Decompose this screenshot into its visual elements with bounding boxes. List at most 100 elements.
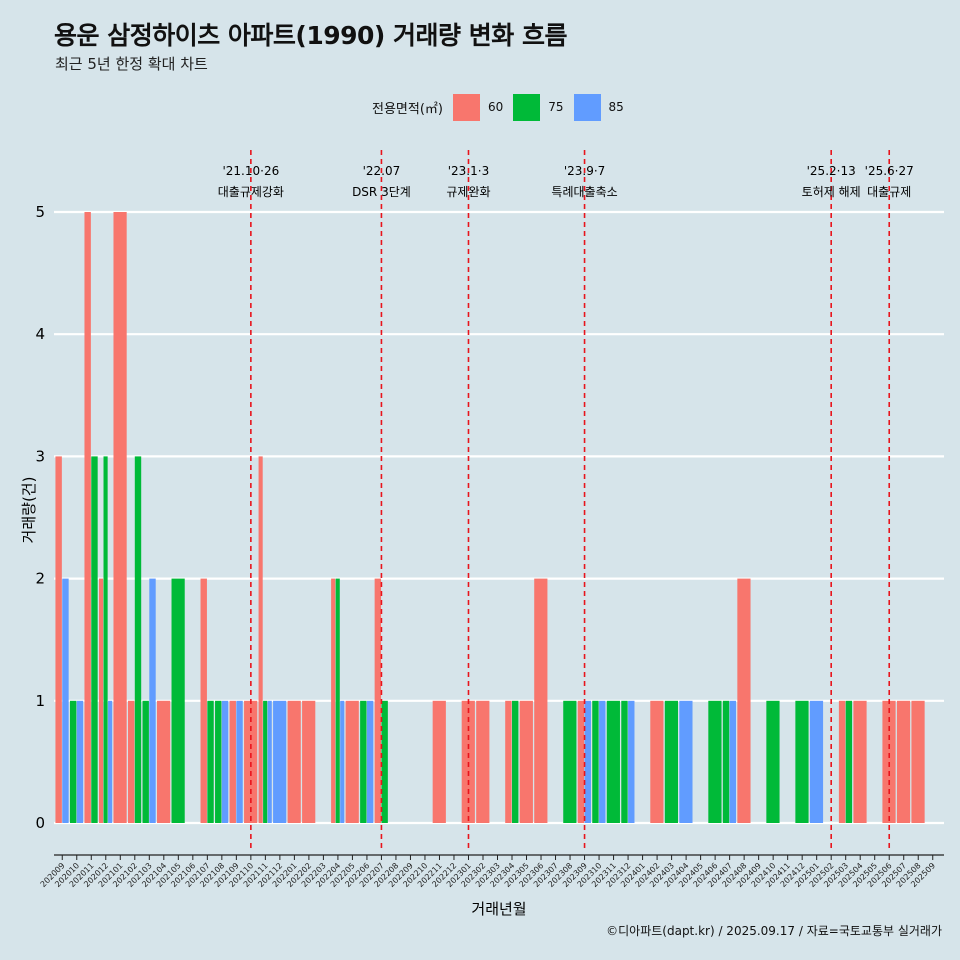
bar-60-202111 — [258, 456, 263, 823]
x-axis-title: 거래년월 — [471, 900, 526, 918]
y-tick-label-4: 4 — [35, 325, 45, 343]
legend-swatch-75 — [513, 93, 541, 121]
bar-75-202107 — [207, 700, 214, 823]
bar-60-202305 — [519, 700, 533, 823]
bar-60-202507 — [896, 700, 911, 823]
bar-60-202207 — [374, 578, 382, 823]
event-label-202309: 특례대출축소 — [551, 185, 617, 199]
bar-60-202304 — [505, 700, 512, 823]
chart-subtitle: 최근 5년 한정 확대 차트 — [55, 55, 208, 73]
legend-label-60: 60 — [487, 100, 504, 114]
legend-swatch-60 — [452, 93, 480, 121]
bar-85-202010 — [76, 700, 84, 823]
bar-60-202204 — [331, 578, 336, 823]
bar-75-202412 — [795, 700, 809, 823]
bar-85-202111 — [267, 700, 272, 823]
bar-75-202206 — [360, 700, 367, 823]
bar-75-202308 — [563, 700, 577, 823]
bar-60-202104 — [157, 700, 171, 823]
event-label-202110: 대출규제강화 — [218, 185, 284, 199]
bar-60-202202 — [302, 700, 316, 823]
event-date-202207: '22.07 — [363, 164, 401, 178]
y-tick-label-5: 5 — [35, 203, 45, 221]
bar-75-202111 — [263, 700, 268, 823]
bar-85-202407 — [729, 700, 737, 823]
bar-60-202503 — [838, 700, 846, 823]
bar-60-202504 — [853, 700, 867, 823]
bar-60-202309 — [577, 700, 585, 823]
bar-85-202310 — [599, 700, 606, 823]
bar-85-202108 — [221, 700, 229, 823]
bar-60-202211 — [432, 700, 446, 823]
bar-60-202302 — [476, 700, 490, 823]
bar-85-202112 — [273, 700, 287, 823]
event-label-202301: 규제완화 — [446, 185, 490, 199]
bar-75-202204 — [335, 578, 340, 823]
event-label-202502: 토허제 해제 — [802, 185, 861, 199]
bar-60-202107 — [200, 578, 207, 823]
bar-75-202311 — [606, 700, 620, 823]
bar-60-202012 — [98, 578, 104, 823]
y-tick-label-1: 1 — [35, 692, 45, 710]
legend-label-75: 75 — [548, 100, 564, 114]
bar-75-202103 — [142, 700, 149, 823]
legend: 전용면적(㎡) 60 75 85 — [372, 92, 634, 122]
y-axis-title: 거래량(건) — [20, 477, 38, 544]
bar-75-202312 — [621, 700, 628, 823]
bar-85-202206 — [366, 700, 374, 823]
bar-85-202501 — [809, 700, 824, 823]
bar-85-202009 — [62, 578, 69, 823]
bar-85-202109 — [236, 700, 243, 823]
bar-75-202011 — [91, 456, 98, 823]
bar-85-202404 — [679, 700, 693, 823]
bar-60-202110 — [244, 700, 258, 823]
bar-75-202304 — [512, 700, 519, 823]
legend-swatch-85 — [573, 93, 601, 121]
y-tick-label-3: 3 — [35, 447, 45, 465]
bar-60-202402 — [650, 700, 664, 823]
bar-60-202109 — [229, 700, 236, 823]
bar-75-202310 — [592, 700, 599, 823]
bar-60-202009 — [55, 456, 62, 823]
chart-title: 용운 삼정하이츠 아파트(1990) 거래량 변화 흐름 — [54, 21, 567, 50]
bar-60-202011 — [84, 212, 91, 823]
event-label-202207: DSR 3단계 — [352, 185, 411, 199]
event-date-202309: '23.9·7 — [564, 164, 605, 178]
bar-75-202503 — [845, 700, 853, 823]
bar-60-202408 — [737, 578, 751, 823]
bar-75-202108 — [215, 700, 222, 823]
bar-75-202406 — [708, 700, 722, 823]
legend-item-85: 85 — [573, 93, 624, 121]
legend-item-60: 60 — [452, 93, 504, 121]
bar-75-202410 — [766, 700, 780, 823]
bar-75-202102 — [134, 456, 142, 823]
bar-60-202201 — [287, 700, 301, 823]
bar-60-202508 — [911, 700, 925, 823]
bar-85-202103 — [149, 578, 156, 823]
source-caption: ©디아파트(dapt.kr) / 2025.09.17 / 자료=국토교통부 실… — [606, 924, 942, 938]
bar-85-202204 — [340, 700, 345, 823]
bar-60-202205 — [345, 700, 359, 823]
bar-85-202312 — [628, 700, 635, 823]
bar-60-202306 — [534, 578, 548, 823]
y-tick-label-2: 2 — [35, 570, 45, 588]
bar-60-202101 — [113, 212, 127, 823]
legend-title: 전용면적(㎡) — [372, 101, 443, 117]
legend-item-75: 75 — [513, 93, 564, 121]
bar-60-202506 — [882, 700, 896, 823]
bar-60-202102 — [127, 700, 135, 823]
bar-75-202407 — [722, 700, 730, 823]
bar-75-202012 — [103, 456, 108, 823]
event-date-202110: '21.10·26 — [222, 164, 279, 178]
bar-75-202010 — [69, 700, 77, 823]
legend-label-85: 85 — [608, 100, 624, 114]
event-date-202506: '25.6·27 — [865, 164, 914, 178]
bar-85-202309 — [584, 700, 591, 823]
event-date-202301: '23.1·3 — [448, 164, 489, 178]
bar-75-202207 — [381, 700, 388, 823]
bar-60-202301 — [461, 700, 475, 823]
bar-85-202012 — [108, 700, 113, 823]
bar-75-202105 — [171, 578, 185, 823]
bar-75-202403 — [664, 700, 679, 823]
